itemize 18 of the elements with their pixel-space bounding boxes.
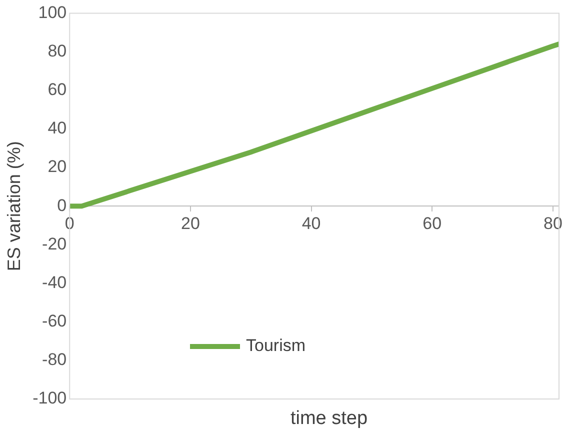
x-tick-label: 20 [180, 214, 200, 233]
y-tick-label: -100 [32, 388, 67, 408]
y-tick-label: 80 [48, 41, 67, 60]
y-tick-label: -60 [42, 312, 67, 331]
y-tick-label: -20 [42, 234, 67, 254]
legend-label: Tourism [246, 336, 306, 356]
y-tick-label: 20 [48, 157, 67, 176]
x-tick-label: 80 [543, 214, 562, 233]
x-axis-title: time step [289, 408, 369, 430]
y-tick-label: -40 [42, 272, 67, 292]
y-tick-label: 100 [38, 2, 67, 22]
y-tick-label: -80 [42, 350, 67, 370]
x-tick-label: 40 [302, 214, 321, 233]
x-tick-label: 60 [422, 214, 442, 233]
y-axis-title: ES variation (%) [4, 141, 24, 272]
y-tick-label: 60 [48, 80, 67, 100]
y-tick-label: 0 [57, 196, 67, 215]
y-tick-label: 40 [48, 118, 67, 138]
